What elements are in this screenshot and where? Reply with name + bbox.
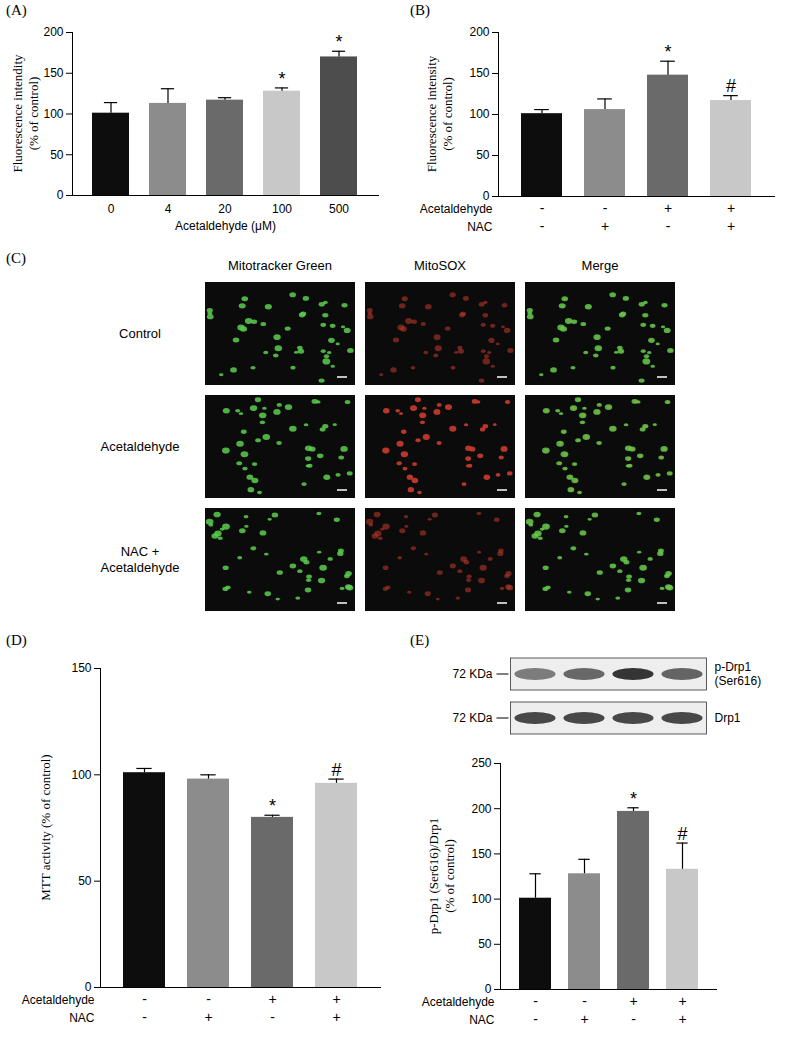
svg-text:+: +	[204, 1009, 212, 1025]
svg-text:200: 200	[469, 25, 489, 39]
svg-text:4: 4	[165, 202, 172, 216]
svg-text:500: 500	[329, 202, 349, 216]
svg-text:100: 100	[43, 107, 63, 121]
svg-text:-: -	[533, 993, 538, 1009]
svg-text:NAC: NAC	[69, 1011, 95, 1025]
html-text:(E): (E)	[410, 632, 430, 648]
svg-text:p-Drp1(Ser616): p-Drp1(Ser616)	[715, 660, 762, 688]
svg-text:MitoSOX: MitoSOX	[414, 258, 466, 273]
svg-text:50: 50	[476, 148, 490, 162]
svg-text:150: 150	[471, 847, 491, 861]
svg-text:+: +	[664, 200, 672, 216]
svg-text:+: +	[629, 993, 637, 1009]
svg-text:0: 0	[108, 202, 115, 216]
svg-text:0: 0	[482, 189, 490, 204]
svg-text:-: -	[603, 200, 608, 216]
svg-text:-: -	[206, 991, 211, 1007]
svg-text:+: +	[601, 218, 609, 234]
svg-text:-: -	[533, 1011, 538, 1027]
svg-text:-: -	[142, 991, 147, 1007]
svg-text:*: *	[278, 69, 285, 89]
svg-text:50: 50	[478, 937, 492, 951]
svg-text:*: *	[335, 32, 342, 52]
svg-text:0: 0	[484, 982, 492, 997]
svg-text:+: +	[580, 1011, 588, 1027]
svg-text:Acetaldehyde: Acetaldehyde	[22, 993, 95, 1007]
svg-text:-: -	[270, 1009, 275, 1025]
svg-text:+: +	[332, 991, 340, 1007]
svg-text:*: *	[630, 789, 637, 809]
svg-text:Acetaldehyde: Acetaldehyde	[420, 202, 493, 216]
svg-text:Control: Control	[119, 326, 161, 341]
svg-text:NAC +Acetaldehyde: NAC +Acetaldehyde	[101, 544, 180, 575]
svg-text:150: 150	[469, 66, 489, 80]
svg-text:NAC: NAC	[469, 1013, 495, 1027]
svg-text:-: -	[582, 993, 587, 1009]
svg-text:#: #	[331, 760, 341, 780]
svg-text:Drp1: Drp1	[715, 711, 741, 725]
svg-text:Fluorescence intensity(% of co: Fluorescence intensity(% of control)	[424, 55, 455, 172]
svg-text:Acetaldehyde (μM): Acetaldehyde (μM)	[175, 219, 276, 233]
svg-text:-: -	[631, 1011, 636, 1027]
svg-text:72 KDa: 72 KDa	[452, 667, 492, 681]
svg-text:+: +	[332, 1009, 340, 1025]
svg-text:Acetaldehyde: Acetaldehyde	[422, 995, 495, 1009]
svg-text:+: +	[678, 993, 686, 1009]
svg-text:Acetaldehyde: Acetaldehyde	[101, 439, 180, 454]
html-text:(D): (D)	[6, 632, 27, 648]
svg-text:20: 20	[218, 202, 232, 216]
svg-text:*: *	[269, 796, 276, 816]
svg-text:#: #	[726, 76, 736, 96]
svg-text:Merge: Merge	[582, 258, 619, 273]
svg-text:+: +	[268, 991, 276, 1007]
svg-text:100: 100	[469, 107, 489, 121]
html-text:(B): (B)	[410, 2, 430, 18]
svg-text:-: -	[666, 218, 671, 234]
svg-text:Mitotracker Green: Mitotracker Green	[228, 258, 332, 273]
svg-text:100: 100	[471, 892, 491, 906]
svg-text:+: +	[727, 218, 735, 234]
svg-text:p-Drp1 (Ser616)/Drp1(% of cont: p-Drp1 (Ser616)/Drp1(% of control)	[426, 818, 457, 935]
html-text:(A): (A)	[6, 2, 27, 18]
svg-text:150: 150	[43, 66, 63, 80]
svg-text:0: 0	[57, 188, 64, 202]
svg-text:-: -	[540, 200, 545, 216]
svg-text:+: +	[727, 200, 735, 216]
svg-text:Fluorescence intendity(% of co: Fluorescence intendity(% of control)	[10, 54, 41, 173]
svg-text:100: 100	[272, 202, 292, 216]
svg-text:50: 50	[78, 874, 92, 888]
svg-text:72 KDa: 72 KDa	[452, 711, 492, 725]
svg-text:200: 200	[43, 25, 63, 39]
svg-text:200: 200	[471, 802, 491, 816]
svg-text:-: -	[540, 218, 545, 234]
svg-text:250: 250	[471, 756, 491, 770]
svg-text:0: 0	[84, 980, 92, 995]
svg-text:150: 150	[71, 661, 91, 675]
svg-text:-: -	[142, 1009, 147, 1025]
svg-text:100: 100	[71, 768, 91, 782]
svg-text:*: *	[664, 42, 671, 62]
svg-text:NAC: NAC	[467, 220, 493, 234]
svg-text:50: 50	[50, 148, 64, 162]
svg-text:+: +	[678, 1011, 686, 1027]
svg-text:#: #	[677, 824, 687, 844]
html-text:(C): (C)	[6, 250, 26, 266]
svg-text:MTT activity (% of control): MTT activity (% of control)	[38, 754, 53, 900]
